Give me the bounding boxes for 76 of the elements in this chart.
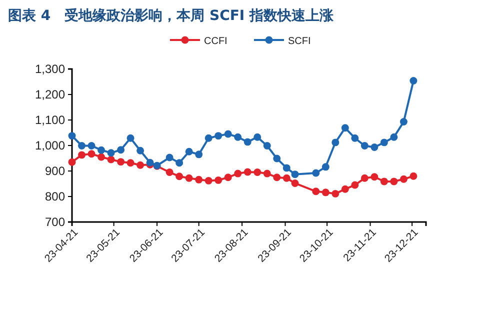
point xyxy=(166,154,174,162)
point xyxy=(370,144,378,152)
point xyxy=(68,132,76,140)
legend-label: CCFI xyxy=(204,36,228,47)
point xyxy=(400,118,408,126)
point xyxy=(234,170,242,178)
point xyxy=(224,130,232,138)
point xyxy=(107,149,115,157)
point xyxy=(263,142,271,150)
point xyxy=(370,173,378,181)
point xyxy=(410,172,418,180)
point xyxy=(380,138,388,146)
point xyxy=(291,170,299,178)
point xyxy=(341,124,349,132)
point xyxy=(176,172,184,180)
point xyxy=(214,132,222,140)
point xyxy=(234,133,242,141)
legend-label: SCFI xyxy=(288,36,311,47)
y-tick-label: 1,200 xyxy=(34,87,66,102)
point xyxy=(410,76,418,84)
point xyxy=(204,134,212,142)
y-tick-label: 1,100 xyxy=(34,112,66,127)
point xyxy=(107,156,115,164)
point xyxy=(322,163,330,171)
y-tick-label: 700 xyxy=(44,214,66,229)
point xyxy=(214,176,222,184)
point xyxy=(360,174,368,182)
point xyxy=(322,188,330,196)
point xyxy=(400,175,408,183)
point xyxy=(360,142,368,150)
point xyxy=(78,151,86,159)
point xyxy=(351,181,359,189)
point xyxy=(117,146,125,154)
point xyxy=(244,138,252,146)
point xyxy=(390,133,398,141)
point xyxy=(312,188,320,196)
point xyxy=(68,158,76,166)
point xyxy=(126,159,134,167)
point xyxy=(136,146,144,154)
point xyxy=(98,146,106,154)
point xyxy=(78,142,86,150)
point xyxy=(282,174,290,182)
point xyxy=(185,148,193,156)
point xyxy=(282,164,290,172)
y-tick-label: 800 xyxy=(44,189,66,204)
point xyxy=(244,168,252,176)
point xyxy=(126,134,134,142)
point xyxy=(332,190,340,198)
point xyxy=(312,169,320,177)
point xyxy=(273,154,281,162)
point xyxy=(204,176,212,184)
point xyxy=(291,180,299,187)
point xyxy=(332,138,340,146)
point xyxy=(136,161,144,169)
y-tick-label: 1,300 xyxy=(34,62,66,76)
point xyxy=(166,168,174,176)
point xyxy=(185,174,193,182)
point xyxy=(176,159,184,167)
point xyxy=(98,153,106,161)
point xyxy=(254,133,262,141)
point xyxy=(380,178,388,186)
point xyxy=(117,158,125,166)
point xyxy=(273,174,281,182)
point xyxy=(195,150,203,158)
point xyxy=(341,185,349,193)
point xyxy=(224,174,232,182)
point xyxy=(263,170,271,178)
point xyxy=(88,142,96,150)
point xyxy=(88,150,96,158)
chart-title: 图表 4 受地缘政治影响，本周 SCFI 指数快速上涨 xyxy=(8,8,334,24)
point xyxy=(390,178,398,186)
y-tick-label: 1,000 xyxy=(34,138,66,152)
point xyxy=(351,134,359,142)
point xyxy=(254,168,262,176)
y-tick-label: 900 xyxy=(44,164,66,178)
point xyxy=(195,176,203,184)
